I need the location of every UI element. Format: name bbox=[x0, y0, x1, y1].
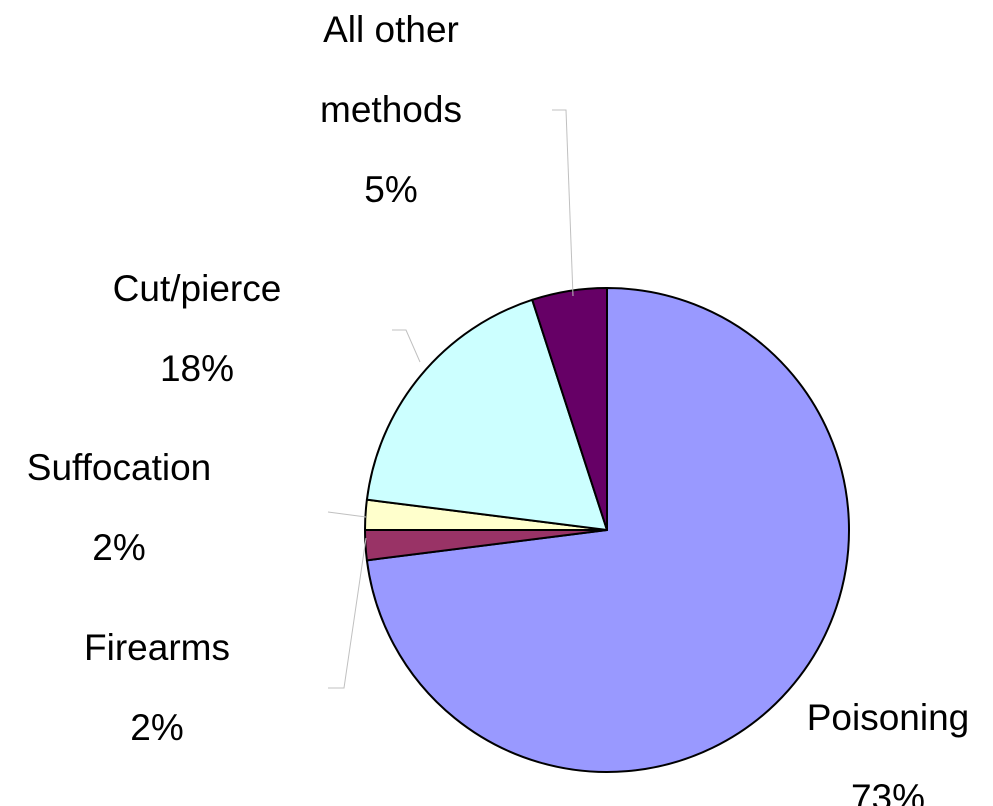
slice-category-poisoning: Poisoning bbox=[807, 697, 970, 738]
slice-category-suffocation: Suffocation bbox=[27, 447, 211, 488]
leader-line-firearms bbox=[328, 537, 367, 689]
slice-category-all-other-methods: methods bbox=[320, 89, 462, 130]
slice-label-poisoning: Poisoning 73% bbox=[807, 697, 970, 806]
slice-percent-cut-pierce: 18% bbox=[160, 348, 234, 389]
leader-line-cut-pierce bbox=[392, 329, 421, 363]
slice-percent-poisoning: 73% bbox=[851, 777, 925, 806]
leader-line-suffocation bbox=[327, 511, 367, 518]
slice-category-firearms: Firearms bbox=[84, 627, 230, 668]
slice-label-suffocation: Suffocation 2% bbox=[27, 447, 211, 568]
pie-slice-all-other-methods bbox=[531, 287, 608, 531]
leader-lines bbox=[327, 109, 574, 689]
slice-category-cut-pierce: Cut/pierce bbox=[113, 268, 282, 309]
slice-percent-all-other-methods: 5% bbox=[364, 169, 417, 210]
slice-label-all-other-methods: All other methods 5% bbox=[320, 9, 462, 210]
slice-percent-suffocation: 2% bbox=[92, 527, 145, 568]
leader-line-all-other-methods bbox=[552, 109, 574, 297]
slice-labels: Poisoning 73% Firearms 2% Suffocation 2% Cut/p… bbox=[27, 9, 969, 806]
slice-label-firearms: Firearms 2% bbox=[84, 627, 230, 748]
slice-label-cut-pierce: Cut/pierce 18% bbox=[113, 268, 282, 389]
slice-category-all-other-methods: All other bbox=[323, 9, 459, 50]
slice-percent-firearms: 2% bbox=[130, 707, 183, 748]
pie-slices bbox=[364, 287, 850, 773]
pie-slice-cut-pierce bbox=[365, 298, 608, 531]
